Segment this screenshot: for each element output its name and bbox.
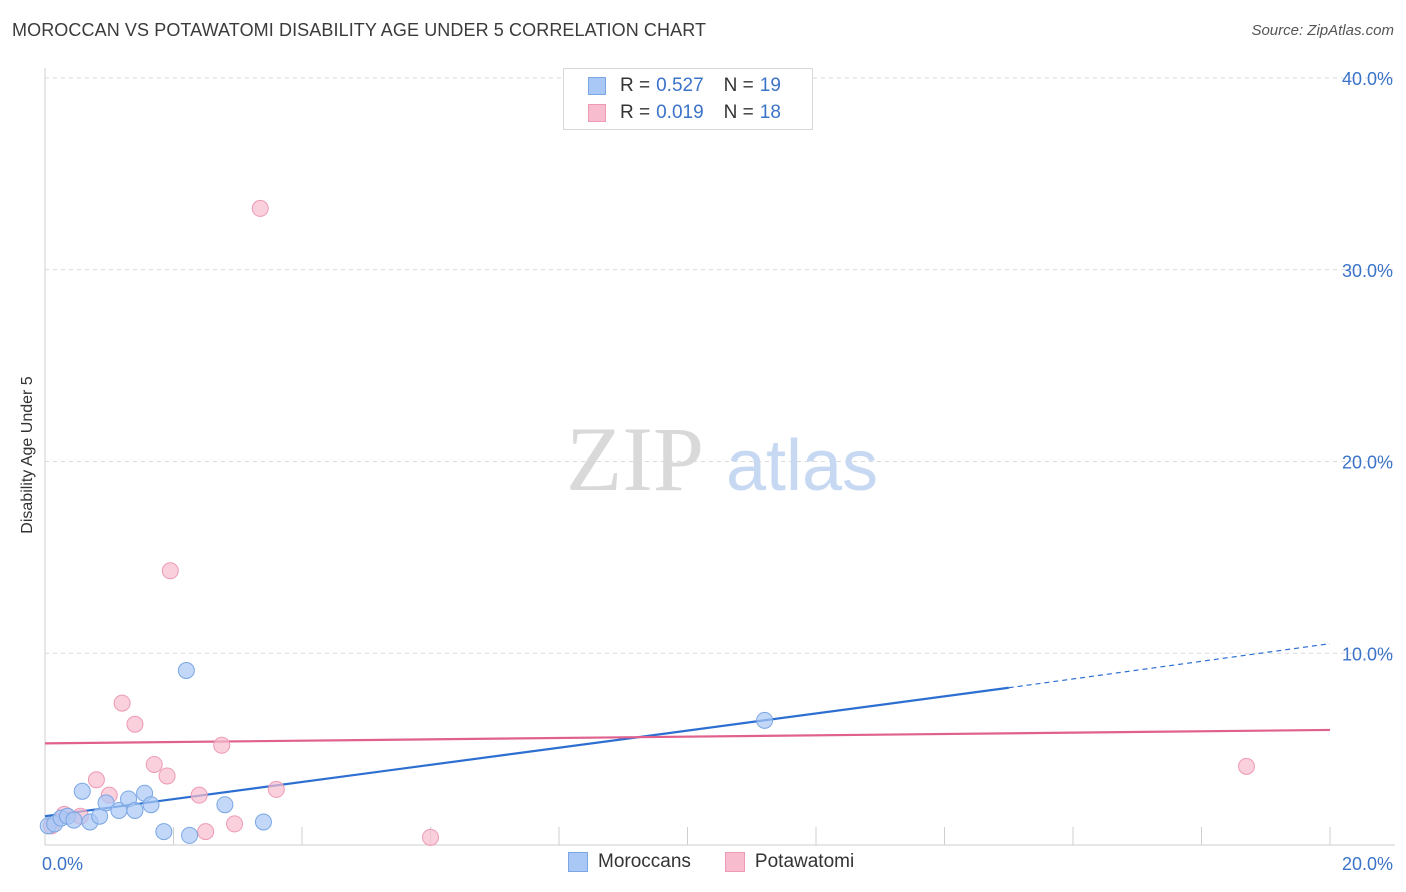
potawatomi-point bbox=[213, 736, 231, 754]
moroccans-point bbox=[155, 823, 173, 841]
potawatomi-point bbox=[126, 715, 144, 733]
moroccans-trend-extension bbox=[1008, 643, 1331, 689]
potawatomi-point bbox=[113, 694, 131, 712]
series-legend: Moroccans Potawatomi bbox=[568, 851, 888, 873]
n-value: 18 bbox=[759, 102, 781, 123]
y-tick-label: 40.0% bbox=[1342, 69, 1393, 89]
watermark: ZIP atlas bbox=[566, 408, 878, 510]
moroccans-point bbox=[73, 782, 91, 800]
chart-title: MOROCCAN VS POTAWATOMI DISABILITY AGE UN… bbox=[12, 20, 707, 40]
n-label: N = bbox=[723, 102, 754, 123]
potawatomi-swatch bbox=[588, 104, 606, 122]
legend-item-potawatomi[interactable]: Potawatomi bbox=[724, 851, 855, 873]
trend-lines bbox=[44, 643, 1331, 818]
moroccans-point bbox=[65, 811, 83, 829]
moroccans-point bbox=[177, 662, 195, 680]
legend-item-moroccans[interactable]: Moroccans bbox=[568, 851, 691, 873]
potawatomi-point bbox=[190, 786, 208, 804]
x-tick-label: 20.0% bbox=[1342, 854, 1393, 874]
potawatomi-point bbox=[158, 767, 176, 785]
moroccans-point bbox=[126, 801, 144, 819]
tick-labels: 10.0% 20.0% 30.0% 40.0% 0.0% 20.0% bbox=[42, 69, 1393, 874]
moroccans-point bbox=[142, 796, 160, 814]
moroccans-point bbox=[216, 796, 234, 814]
axes bbox=[44, 68, 1395, 846]
potawatomi-point bbox=[267, 780, 285, 798]
potawatomi-point bbox=[1237, 757, 1255, 775]
r-value: 0.019 bbox=[656, 102, 704, 123]
potawatomi-point bbox=[251, 199, 269, 217]
potawatomi-swatch bbox=[724, 852, 745, 872]
moroccans-point bbox=[254, 813, 272, 831]
potawatomi-point bbox=[87, 771, 105, 789]
x-tick-label: 0.0% bbox=[42, 854, 83, 874]
legend-label-moroccans: Moroccans bbox=[598, 851, 691, 872]
legend-row-potawatomi: R = 0.019 N = 18 bbox=[588, 101, 781, 125]
n-label: N = bbox=[723, 75, 754, 96]
moroccans-point bbox=[756, 711, 774, 729]
y-tick-label: 10.0% bbox=[1342, 644, 1393, 664]
y-tick-label: 30.0% bbox=[1342, 261, 1393, 281]
y-tick-label: 20.0% bbox=[1342, 453, 1393, 473]
legend-row-moroccans: R = 0.527 N = 19 bbox=[588, 74, 781, 98]
moroccans-trend-line bbox=[44, 686, 1009, 818]
potawatomi-point bbox=[197, 823, 215, 841]
watermark-atlas: atlas bbox=[726, 426, 878, 506]
watermark-zip: ZIP bbox=[566, 408, 704, 510]
moroccans-swatch bbox=[568, 852, 588, 872]
potawatomi-point bbox=[161, 562, 179, 580]
r-label: R = bbox=[620, 102, 651, 123]
potawatomi-point bbox=[422, 828, 439, 846]
moroccans-swatch bbox=[588, 77, 606, 95]
legend-label-potawatomi: Potawatomi bbox=[754, 851, 855, 872]
potawatomi-trend-line bbox=[44, 728, 1331, 745]
grid bbox=[44, 77, 1395, 845]
source-label: Source: ZipAtlas.com bbox=[1251, 22, 1394, 39]
potawatomi-point bbox=[226, 815, 244, 833]
n-value: 19 bbox=[759, 75, 781, 96]
data-points bbox=[39, 199, 1255, 846]
r-label: R = bbox=[620, 75, 651, 96]
r-value: 0.527 bbox=[656, 75, 704, 96]
stats-legend: R = 0.527 N = 19 R = 0.019 N = 18 bbox=[563, 68, 813, 130]
moroccans-point bbox=[97, 794, 115, 812]
moroccans-point bbox=[181, 826, 199, 844]
potawatomi-point bbox=[145, 755, 163, 773]
